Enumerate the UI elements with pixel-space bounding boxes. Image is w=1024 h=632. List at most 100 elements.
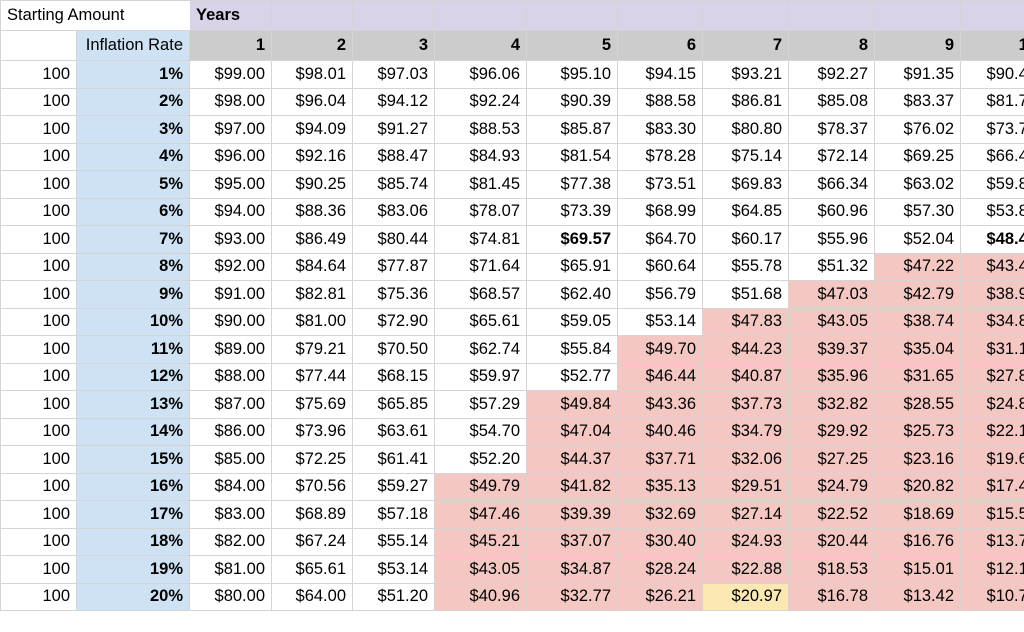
value-cell[interactable]: $22.52 <box>788 500 875 529</box>
value-cell[interactable]: $27.14 <box>702 500 789 529</box>
value-cell[interactable]: $49.70 <box>617 335 703 364</box>
value-cell[interactable]: $94.15 <box>617 60 703 89</box>
years-header[interactable]: Years <box>189 0 272 31</box>
value-cell[interactable]: $53.14 <box>352 555 435 584</box>
value-cell[interactable]: $73.96 <box>271 417 353 446</box>
starting-amount-cell[interactable]: 100 <box>0 335 77 364</box>
value-cell[interactable]: $37.71 <box>617 445 703 474</box>
value-cell[interactable]: $39.37 <box>788 335 875 364</box>
starting-amount-cell[interactable]: 100 <box>0 307 77 336</box>
value-cell[interactable]: $43.36 <box>617 390 703 419</box>
value-cell[interactable]: $41.82 <box>526 472 618 501</box>
value-cell[interactable]: $60.64 <box>617 252 703 281</box>
inflation-rate-cell[interactable]: 17% <box>76 500 190 529</box>
value-cell[interactable]: $95.10 <box>526 60 618 89</box>
value-cell[interactable]: $34.87 <box>960 307 1024 336</box>
header-purple-cell[interactable] <box>352 0 435 31</box>
value-cell[interactable]: $64.85 <box>702 197 789 226</box>
value-cell[interactable]: $96.06 <box>434 60 527 89</box>
value-cell[interactable]: $80.00 <box>189 582 272 611</box>
value-cell[interactable]: $75.69 <box>271 390 353 419</box>
value-cell[interactable]: $86.81 <box>702 87 789 116</box>
value-cell[interactable]: $93.00 <box>189 225 272 254</box>
value-cell[interactable]: $91.00 <box>189 280 272 309</box>
starting-amount-cell[interactable]: 100 <box>0 555 77 584</box>
value-cell[interactable]: $47.04 <box>526 417 618 446</box>
value-cell[interactable]: $96.00 <box>189 142 272 171</box>
value-cell[interactable]: $78.07 <box>434 197 527 226</box>
inflation-rate-cell[interactable]: 20% <box>76 582 190 611</box>
header-purple-cell[interactable] <box>271 0 353 31</box>
value-cell[interactable]: $96.04 <box>271 87 353 116</box>
value-cell[interactable]: $51.32 <box>788 252 875 281</box>
value-cell[interactable]: $59.27 <box>352 472 435 501</box>
year-1-header[interactable]: 1 <box>189 30 272 61</box>
value-cell[interactable]: $90.00 <box>189 307 272 336</box>
value-cell[interactable]: $16.78 <box>788 582 875 611</box>
value-cell[interactable]: $69.83 <box>702 170 789 199</box>
inflation-rate-cell[interactable]: 6% <box>76 197 190 226</box>
inflation-rate-cell[interactable]: 16% <box>76 472 190 501</box>
value-cell[interactable]: $84.93 <box>434 142 527 171</box>
value-cell[interactable]: $60.96 <box>788 197 875 226</box>
value-cell[interactable]: $24.84 <box>960 390 1024 419</box>
value-cell[interactable]: $91.35 <box>874 60 961 89</box>
value-cell[interactable]: $19.69 <box>960 445 1024 474</box>
starting-amount-cell[interactable]: 100 <box>0 60 77 89</box>
value-cell[interactable]: $87.00 <box>189 390 272 419</box>
year-7-header[interactable]: 7 <box>702 30 789 61</box>
value-cell[interactable]: $95.00 <box>189 170 272 199</box>
value-cell[interactable]: $83.37 <box>874 87 961 116</box>
value-cell[interactable]: $59.97 <box>434 362 527 391</box>
value-cell[interactable]: $65.85 <box>352 390 435 419</box>
value-cell[interactable]: $85.74 <box>352 170 435 199</box>
value-cell[interactable]: $48.40 <box>960 225 1024 254</box>
value-cell[interactable]: $92.27 <box>788 60 875 89</box>
year-8-header[interactable]: 8 <box>788 30 875 61</box>
value-cell[interactable]: $15.52 <box>960 500 1024 529</box>
value-cell[interactable]: $66.48 <box>960 142 1024 171</box>
value-cell[interactable]: $44.23 <box>702 335 789 364</box>
value-cell[interactable]: $72.25 <box>271 445 353 474</box>
value-cell[interactable]: $70.56 <box>271 472 353 501</box>
value-cell[interactable]: $74.81 <box>434 225 527 254</box>
value-cell[interactable]: $40.87 <box>702 362 789 391</box>
value-cell[interactable]: $59.87 <box>960 170 1024 199</box>
starting-amount-cell[interactable]: 100 <box>0 280 77 309</box>
year-10-header[interactable]: 10 <box>960 30 1024 61</box>
value-cell[interactable]: $70.50 <box>352 335 435 364</box>
value-cell[interactable]: $47.83 <box>702 307 789 336</box>
inflation-rate-cell[interactable]: 7% <box>76 225 190 254</box>
header-purple-cell[interactable] <box>434 0 527 31</box>
value-cell[interactable]: $81.00 <box>189 555 272 584</box>
value-cell[interactable]: $35.13 <box>617 472 703 501</box>
value-cell[interactable]: $52.20 <box>434 445 527 474</box>
value-cell[interactable]: $59.05 <box>526 307 618 336</box>
value-cell[interactable]: $84.64 <box>271 252 353 281</box>
value-cell[interactable]: $15.01 <box>874 555 961 584</box>
value-cell[interactable]: $29.51 <box>702 472 789 501</box>
starting-amount-cell[interactable]: 100 <box>0 390 77 419</box>
inflation-rate-cell[interactable]: 12% <box>76 362 190 391</box>
blank-cell[interactable] <box>0 30 77 61</box>
value-cell[interactable]: $16.76 <box>874 527 961 556</box>
header-purple-cell[interactable] <box>960 0 1024 31</box>
value-cell[interactable]: $79.21 <box>271 335 353 364</box>
value-cell[interactable]: $76.02 <box>874 115 961 144</box>
value-cell[interactable]: $92.16 <box>271 142 353 171</box>
value-cell[interactable]: $68.99 <box>617 197 703 226</box>
value-cell[interactable]: $28.55 <box>874 390 961 419</box>
starting-amount-cell[interactable]: 100 <box>0 527 77 556</box>
value-cell[interactable]: $38.94 <box>960 280 1024 309</box>
value-cell[interactable]: $56.79 <box>617 280 703 309</box>
inflation-rate-cell[interactable]: 3% <box>76 115 190 144</box>
value-cell[interactable]: $46.44 <box>617 362 703 391</box>
value-cell[interactable]: $83.06 <box>352 197 435 226</box>
value-cell[interactable]: $94.09 <box>271 115 353 144</box>
starting-amount-cell[interactable]: 100 <box>0 252 77 281</box>
value-cell[interactable]: $92.00 <box>189 252 272 281</box>
value-cell[interactable]: $66.34 <box>788 170 875 199</box>
header-purple-cell[interactable] <box>526 0 618 31</box>
value-cell[interactable]: $85.00 <box>189 445 272 474</box>
value-cell[interactable]: $81.71 <box>960 87 1024 116</box>
